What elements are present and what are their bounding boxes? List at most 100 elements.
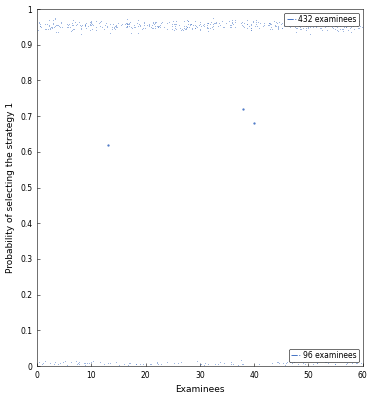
Point: [44, 26, 50, 32]
Point: [81, 360, 87, 366]
Point: [244, 16, 250, 23]
Point: [274, 20, 280, 27]
Point: [317, 25, 323, 32]
Point: [287, 18, 293, 24]
Point: [323, 22, 329, 29]
Point: [184, 17, 189, 24]
Point: [322, 359, 328, 366]
Point: [140, 25, 146, 31]
Point: [293, 28, 299, 35]
Point: [318, 24, 324, 31]
Point: [330, 20, 336, 26]
Point: [292, 24, 298, 30]
Point: [314, 360, 320, 366]
Point: [280, 360, 286, 367]
Point: [282, 20, 288, 27]
Point: [248, 27, 254, 34]
Point: [198, 22, 204, 29]
Point: [221, 24, 227, 30]
Point: [303, 25, 309, 31]
Point: [83, 24, 89, 31]
Point: [288, 21, 294, 28]
Point: [82, 22, 88, 29]
Point: [295, 17, 301, 24]
Point: [124, 23, 130, 30]
Point: [113, 24, 119, 30]
Point: [188, 21, 194, 28]
Point: [319, 21, 325, 28]
Point: [124, 21, 130, 28]
Point: [123, 24, 129, 31]
Point: [267, 20, 273, 27]
Point: [129, 25, 135, 31]
Point: [125, 20, 131, 27]
Point: [349, 16, 355, 22]
Point: [146, 22, 152, 28]
Point: [52, 22, 58, 29]
Point: [181, 17, 186, 24]
Point: [283, 360, 289, 366]
Point: [334, 23, 340, 30]
Point: [308, 22, 314, 28]
Point: [300, 360, 306, 366]
Point: [341, 20, 347, 26]
Point: [42, 26, 48, 32]
Point: [126, 359, 132, 366]
Point: [43, 21, 48, 27]
Point: [82, 21, 88, 27]
Point: [179, 26, 185, 32]
Point: [276, 359, 282, 366]
Point: [332, 361, 338, 367]
Point: [49, 24, 55, 30]
Point: [266, 22, 272, 28]
Point: [154, 360, 160, 366]
Point: [172, 24, 178, 31]
Point: [223, 20, 229, 26]
Point: [240, 106, 246, 112]
Point: [329, 24, 335, 30]
Point: [47, 25, 53, 31]
Point: [155, 24, 161, 30]
Point: [124, 20, 130, 26]
Point: [169, 22, 175, 29]
Point: [198, 361, 204, 367]
Point: [297, 21, 303, 27]
Point: [113, 23, 119, 29]
Point: [47, 26, 53, 32]
Point: [297, 26, 303, 32]
Point: [221, 360, 227, 366]
Point: [342, 20, 348, 26]
Point: [238, 20, 244, 27]
Point: [332, 26, 338, 32]
Point: [164, 359, 170, 365]
Point: [126, 19, 132, 25]
Point: [112, 23, 118, 29]
Point: [316, 20, 322, 26]
Point: [171, 27, 177, 34]
Point: [351, 26, 357, 32]
Point: [292, 20, 298, 26]
Point: [157, 22, 163, 28]
Point: [97, 359, 103, 366]
Point: [231, 21, 236, 28]
Point: [38, 24, 44, 30]
Point: [279, 19, 285, 26]
Point: [90, 21, 95, 27]
Point: [217, 359, 223, 366]
Point: [331, 19, 337, 26]
Point: [359, 24, 365, 30]
Point: [180, 27, 186, 34]
Point: [181, 25, 187, 31]
Point: [235, 361, 241, 368]
Point: [349, 21, 355, 27]
Point: [111, 25, 117, 32]
Point: [340, 26, 346, 32]
Point: [121, 361, 127, 368]
Point: [356, 25, 362, 31]
Point: [150, 18, 156, 25]
Point: [325, 18, 331, 24]
Point: [37, 20, 43, 26]
Point: [303, 22, 309, 29]
Point: [173, 21, 179, 28]
Point: [269, 360, 275, 366]
